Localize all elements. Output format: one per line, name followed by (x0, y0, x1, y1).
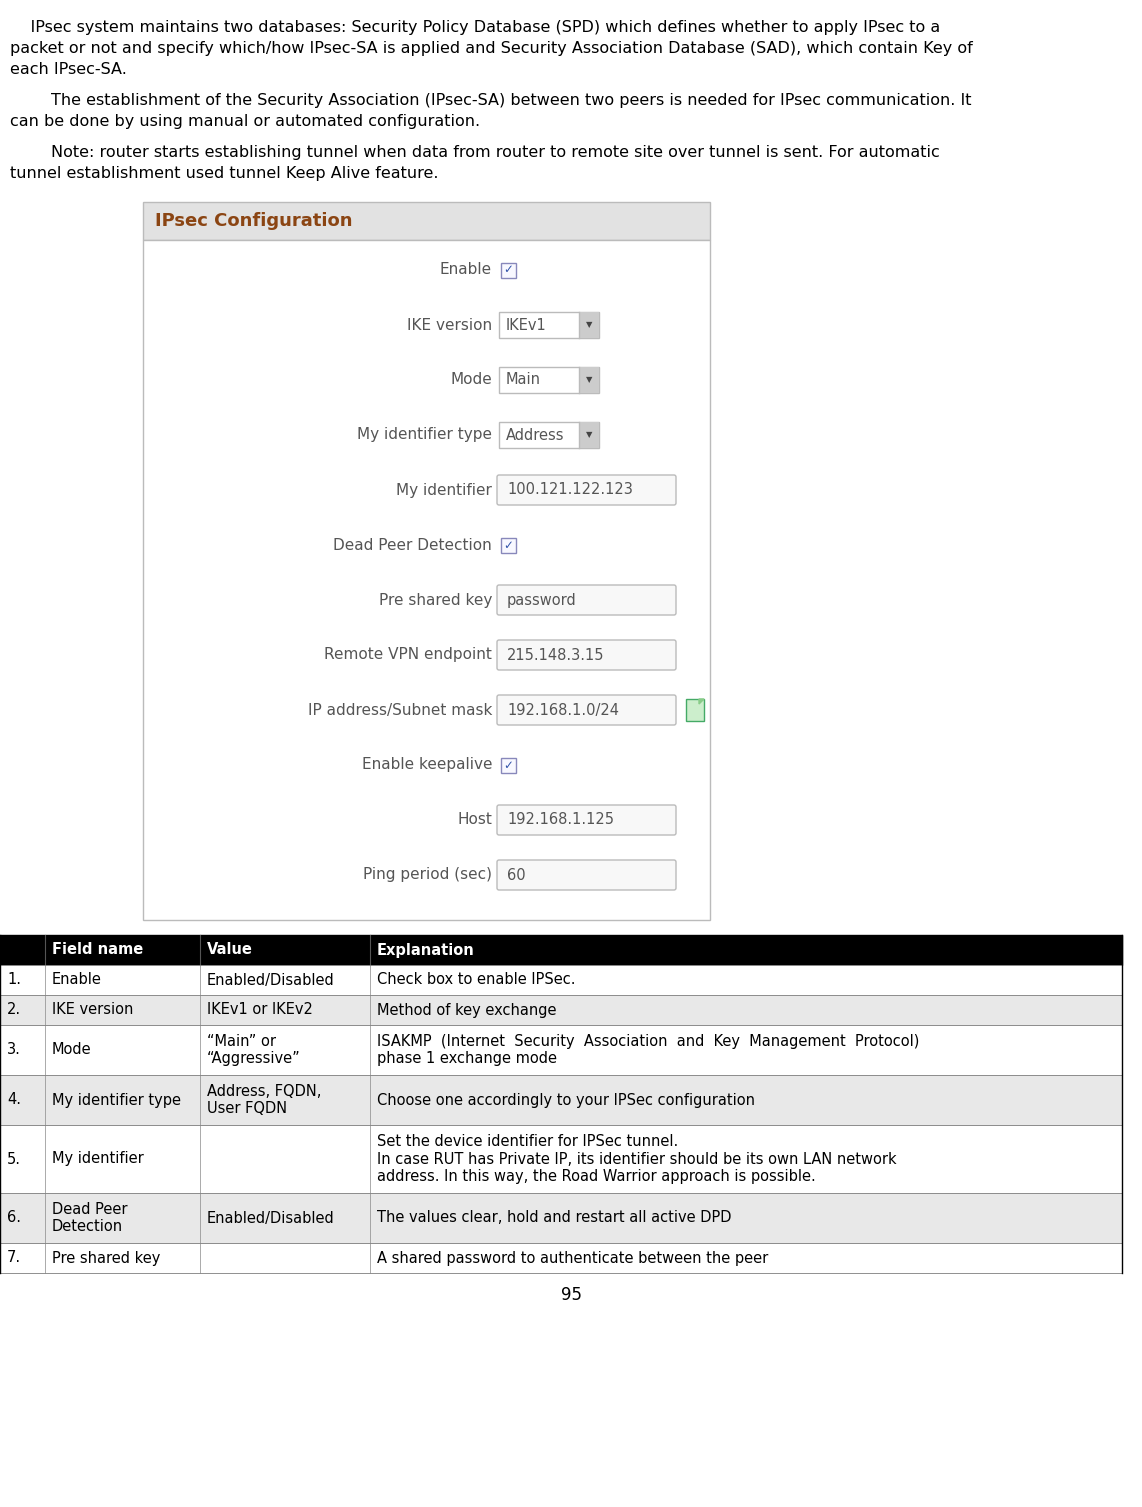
Text: Field name: Field name (53, 942, 143, 957)
Text: tunnel establishment used tunnel Keep Alive feature.: tunnel establishment used tunnel Keep Al… (10, 166, 439, 181)
Text: IPsec system maintains two databases: Security Policy Database (SPD) which defin: IPsec system maintains two databases: Se… (10, 20, 940, 35)
Text: Explanation: Explanation (377, 942, 475, 957)
Bar (501, 262, 516, 277)
Bar (501, 758, 516, 773)
Text: 6.: 6. (7, 1210, 21, 1225)
Text: address. In this way, the Road Warrior approach is possible.: address. In this way, the Road Warrior a… (377, 1168, 815, 1183)
Text: ✓: ✓ (504, 758, 514, 772)
Text: Dead Peer: Dead Peer (53, 1203, 128, 1218)
Text: IKEv1: IKEv1 (506, 318, 547, 333)
Text: 100.121.122.123: 100.121.122.123 (507, 482, 633, 497)
Text: ▼: ▼ (586, 321, 593, 330)
Text: IKE version: IKE version (53, 1002, 134, 1017)
Text: 1.: 1. (7, 972, 21, 987)
FancyBboxPatch shape (497, 640, 676, 671)
Text: ISAKMP  (Internet  Security  Association  and  Key  Management  Protocol): ISAKMP (Internet Security Association an… (377, 1034, 919, 1049)
FancyBboxPatch shape (497, 805, 676, 835)
Bar (0, 1074, 1121, 1126)
Text: Pre shared key: Pre shared key (379, 592, 492, 607)
Text: Ping period (sec): Ping period (sec) (363, 868, 492, 883)
Bar (579, 368, 600, 393)
FancyBboxPatch shape (497, 475, 676, 505)
Text: Choose one accordingly to your IPSec configuration: Choose one accordingly to your IPSec con… (377, 1093, 755, 1108)
Text: Value: Value (207, 942, 252, 957)
Text: Set the device identifier for IPSec tunnel.: Set the device identifier for IPSec tunn… (377, 1135, 678, 1150)
FancyBboxPatch shape (499, 312, 600, 338)
Text: Pre shared key: Pre shared key (53, 1251, 160, 1266)
Text: Check box to enable IPSec.: Check box to enable IPSec. (377, 972, 576, 987)
Text: 4.: 4. (7, 1093, 21, 1108)
Text: Dead Peer Detection: Dead Peer Detection (333, 538, 492, 553)
Text: 2.: 2. (7, 1002, 21, 1017)
Bar (0, 995, 1121, 1025)
Text: Note: router starts establishing tunnel when data from router to remote site ove: Note: router starts establishing tunnel … (10, 145, 940, 160)
Text: Remote VPN endpoint: Remote VPN endpoint (324, 648, 492, 663)
Text: My identifier: My identifier (396, 482, 492, 497)
Text: IKE version: IKE version (407, 318, 492, 333)
Bar (0, 1025, 1121, 1074)
Bar (0, 1126, 1121, 1194)
Text: My identifier type: My identifier type (53, 1093, 180, 1108)
Text: 60: 60 (507, 868, 525, 883)
Text: packet or not and specify which/how IPsec-SA is applied and Security Association: packet or not and specify which/how IPse… (10, 41, 973, 56)
Bar (579, 312, 600, 338)
Text: 192.168.1.0/24: 192.168.1.0/24 (507, 702, 619, 717)
Text: IKEv1 or IKEv2: IKEv1 or IKEv2 (207, 1002, 313, 1017)
Text: password: password (507, 592, 577, 607)
Bar (0, 1194, 1121, 1243)
FancyBboxPatch shape (497, 585, 676, 615)
Text: Method of key exchange: Method of key exchange (377, 1002, 556, 1017)
Bar (501, 538, 516, 553)
Bar (0, 964, 1121, 995)
Text: User FQDN: User FQDN (207, 1102, 287, 1117)
Bar (579, 422, 600, 448)
Text: A shared password to authenticate between the peer: A shared password to authenticate betwee… (377, 1251, 769, 1266)
Text: Enable: Enable (440, 262, 492, 277)
FancyBboxPatch shape (499, 368, 600, 393)
Text: The values clear, hold and restart all active DPD: The values clear, hold and restart all a… (377, 1210, 732, 1225)
Text: ✓: ✓ (504, 538, 514, 552)
Text: IP address/Subnet mask: IP address/Subnet mask (307, 702, 492, 717)
Text: Enabled/Disabled: Enabled/Disabled (207, 1210, 335, 1225)
Bar (0, 934, 1121, 964)
Text: Enable keepalive: Enable keepalive (362, 758, 492, 773)
Text: 7.: 7. (7, 1251, 21, 1266)
Text: My identifier: My identifier (53, 1151, 144, 1166)
FancyBboxPatch shape (497, 695, 676, 725)
Text: 5.: 5. (7, 1151, 21, 1166)
Text: 192.168.1.125: 192.168.1.125 (507, 812, 614, 827)
Text: each IPsec-SA.: each IPsec-SA. (10, 62, 127, 77)
Text: Host: Host (457, 812, 492, 827)
Polygon shape (699, 699, 703, 704)
Text: Enable: Enable (53, 972, 102, 987)
Text: Address: Address (506, 428, 564, 443)
Bar (143, 202, 710, 240)
Bar (686, 699, 703, 720)
Text: Mode: Mode (450, 372, 492, 387)
Text: Mode: Mode (53, 1043, 91, 1058)
Text: 215.148.3.15: 215.148.3.15 (507, 648, 604, 663)
Text: IPsec Configuration: IPsec Configuration (155, 212, 353, 231)
Text: Main: Main (506, 372, 541, 387)
Bar (143, 240, 710, 919)
Text: can be done by using manual or automated configuration.: can be done by using manual or automated… (10, 115, 480, 128)
Bar (0, 1243, 1121, 1273)
Text: “Main” or: “Main” or (207, 1034, 276, 1049)
Text: In case RUT has Private IP, its identifier should be its own LAN network: In case RUT has Private IP, its identifi… (377, 1151, 896, 1166)
Text: Enabled/Disabled: Enabled/Disabled (207, 972, 335, 987)
Text: Detection: Detection (53, 1219, 123, 1234)
Text: ▼: ▼ (586, 431, 593, 440)
Text: My identifier type: My identifier type (357, 428, 492, 443)
Text: “Aggressive”: “Aggressive” (207, 1050, 300, 1065)
Text: 95: 95 (561, 1285, 581, 1304)
Text: The establishment of the Security Association (IPsec-SA) between two peers is ne: The establishment of the Security Associ… (10, 93, 972, 109)
Text: ✓: ✓ (504, 264, 514, 276)
FancyBboxPatch shape (497, 860, 676, 891)
FancyBboxPatch shape (499, 422, 600, 448)
Text: phase 1 exchange mode: phase 1 exchange mode (377, 1050, 557, 1065)
Text: 3.: 3. (7, 1043, 21, 1058)
Text: ▼: ▼ (586, 375, 593, 384)
Text: Address, FQDN,: Address, FQDN, (207, 1084, 321, 1099)
